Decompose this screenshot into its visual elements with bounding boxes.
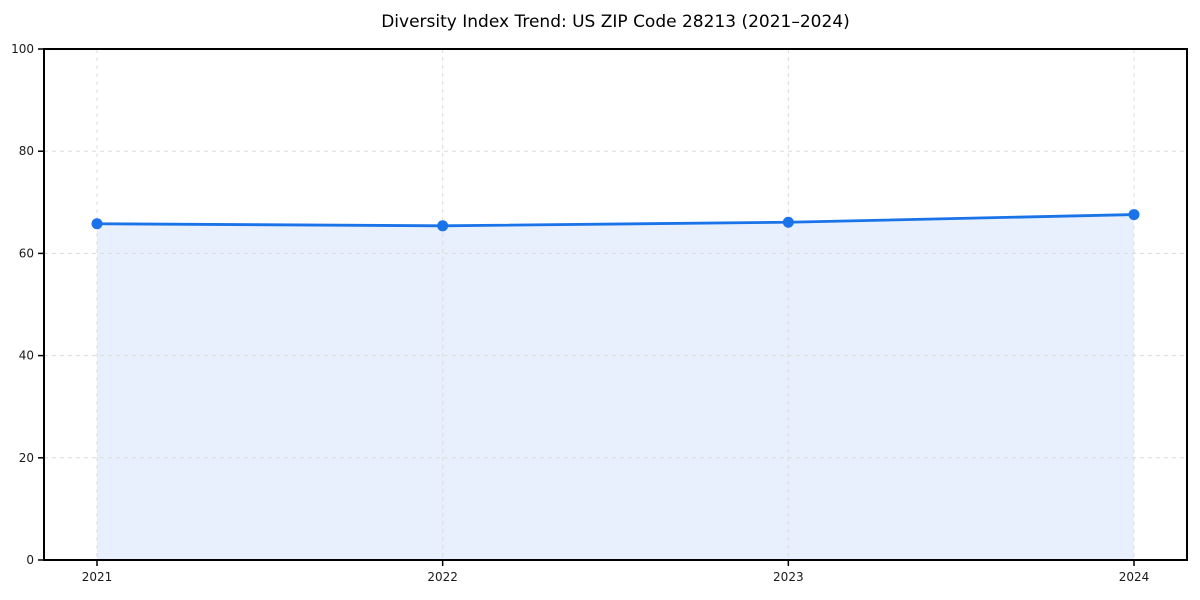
y-tick-label-20: 20: [19, 451, 34, 465]
x-tick-label-2023: 2023: [773, 570, 804, 584]
y-tick-label-80: 80: [19, 144, 34, 158]
y-tick-label-100: 100: [11, 42, 34, 56]
x-tick-label-2024: 2024: [1119, 570, 1150, 584]
data-point-2023: [782, 216, 794, 228]
x-tick-label-2021: 2021: [82, 570, 113, 584]
data-point-2024: [1128, 209, 1140, 221]
trend-line: [95, 213, 1136, 228]
y-tick-label-0: 0: [26, 553, 34, 567]
x-tick-label-2022: 2022: [427, 570, 458, 584]
data-point-2022: [437, 220, 449, 232]
chart-title: Diversity Index Trend: US ZIP Code 28213…: [381, 12, 850, 32]
y-tick-label-60: 60: [19, 246, 34, 260]
area-fill: [97, 214, 1134, 560]
plot-frame: [43, 48, 1188, 561]
data-point-2021: [91, 218, 103, 230]
y-tick-label-40: 40: [19, 349, 34, 363]
